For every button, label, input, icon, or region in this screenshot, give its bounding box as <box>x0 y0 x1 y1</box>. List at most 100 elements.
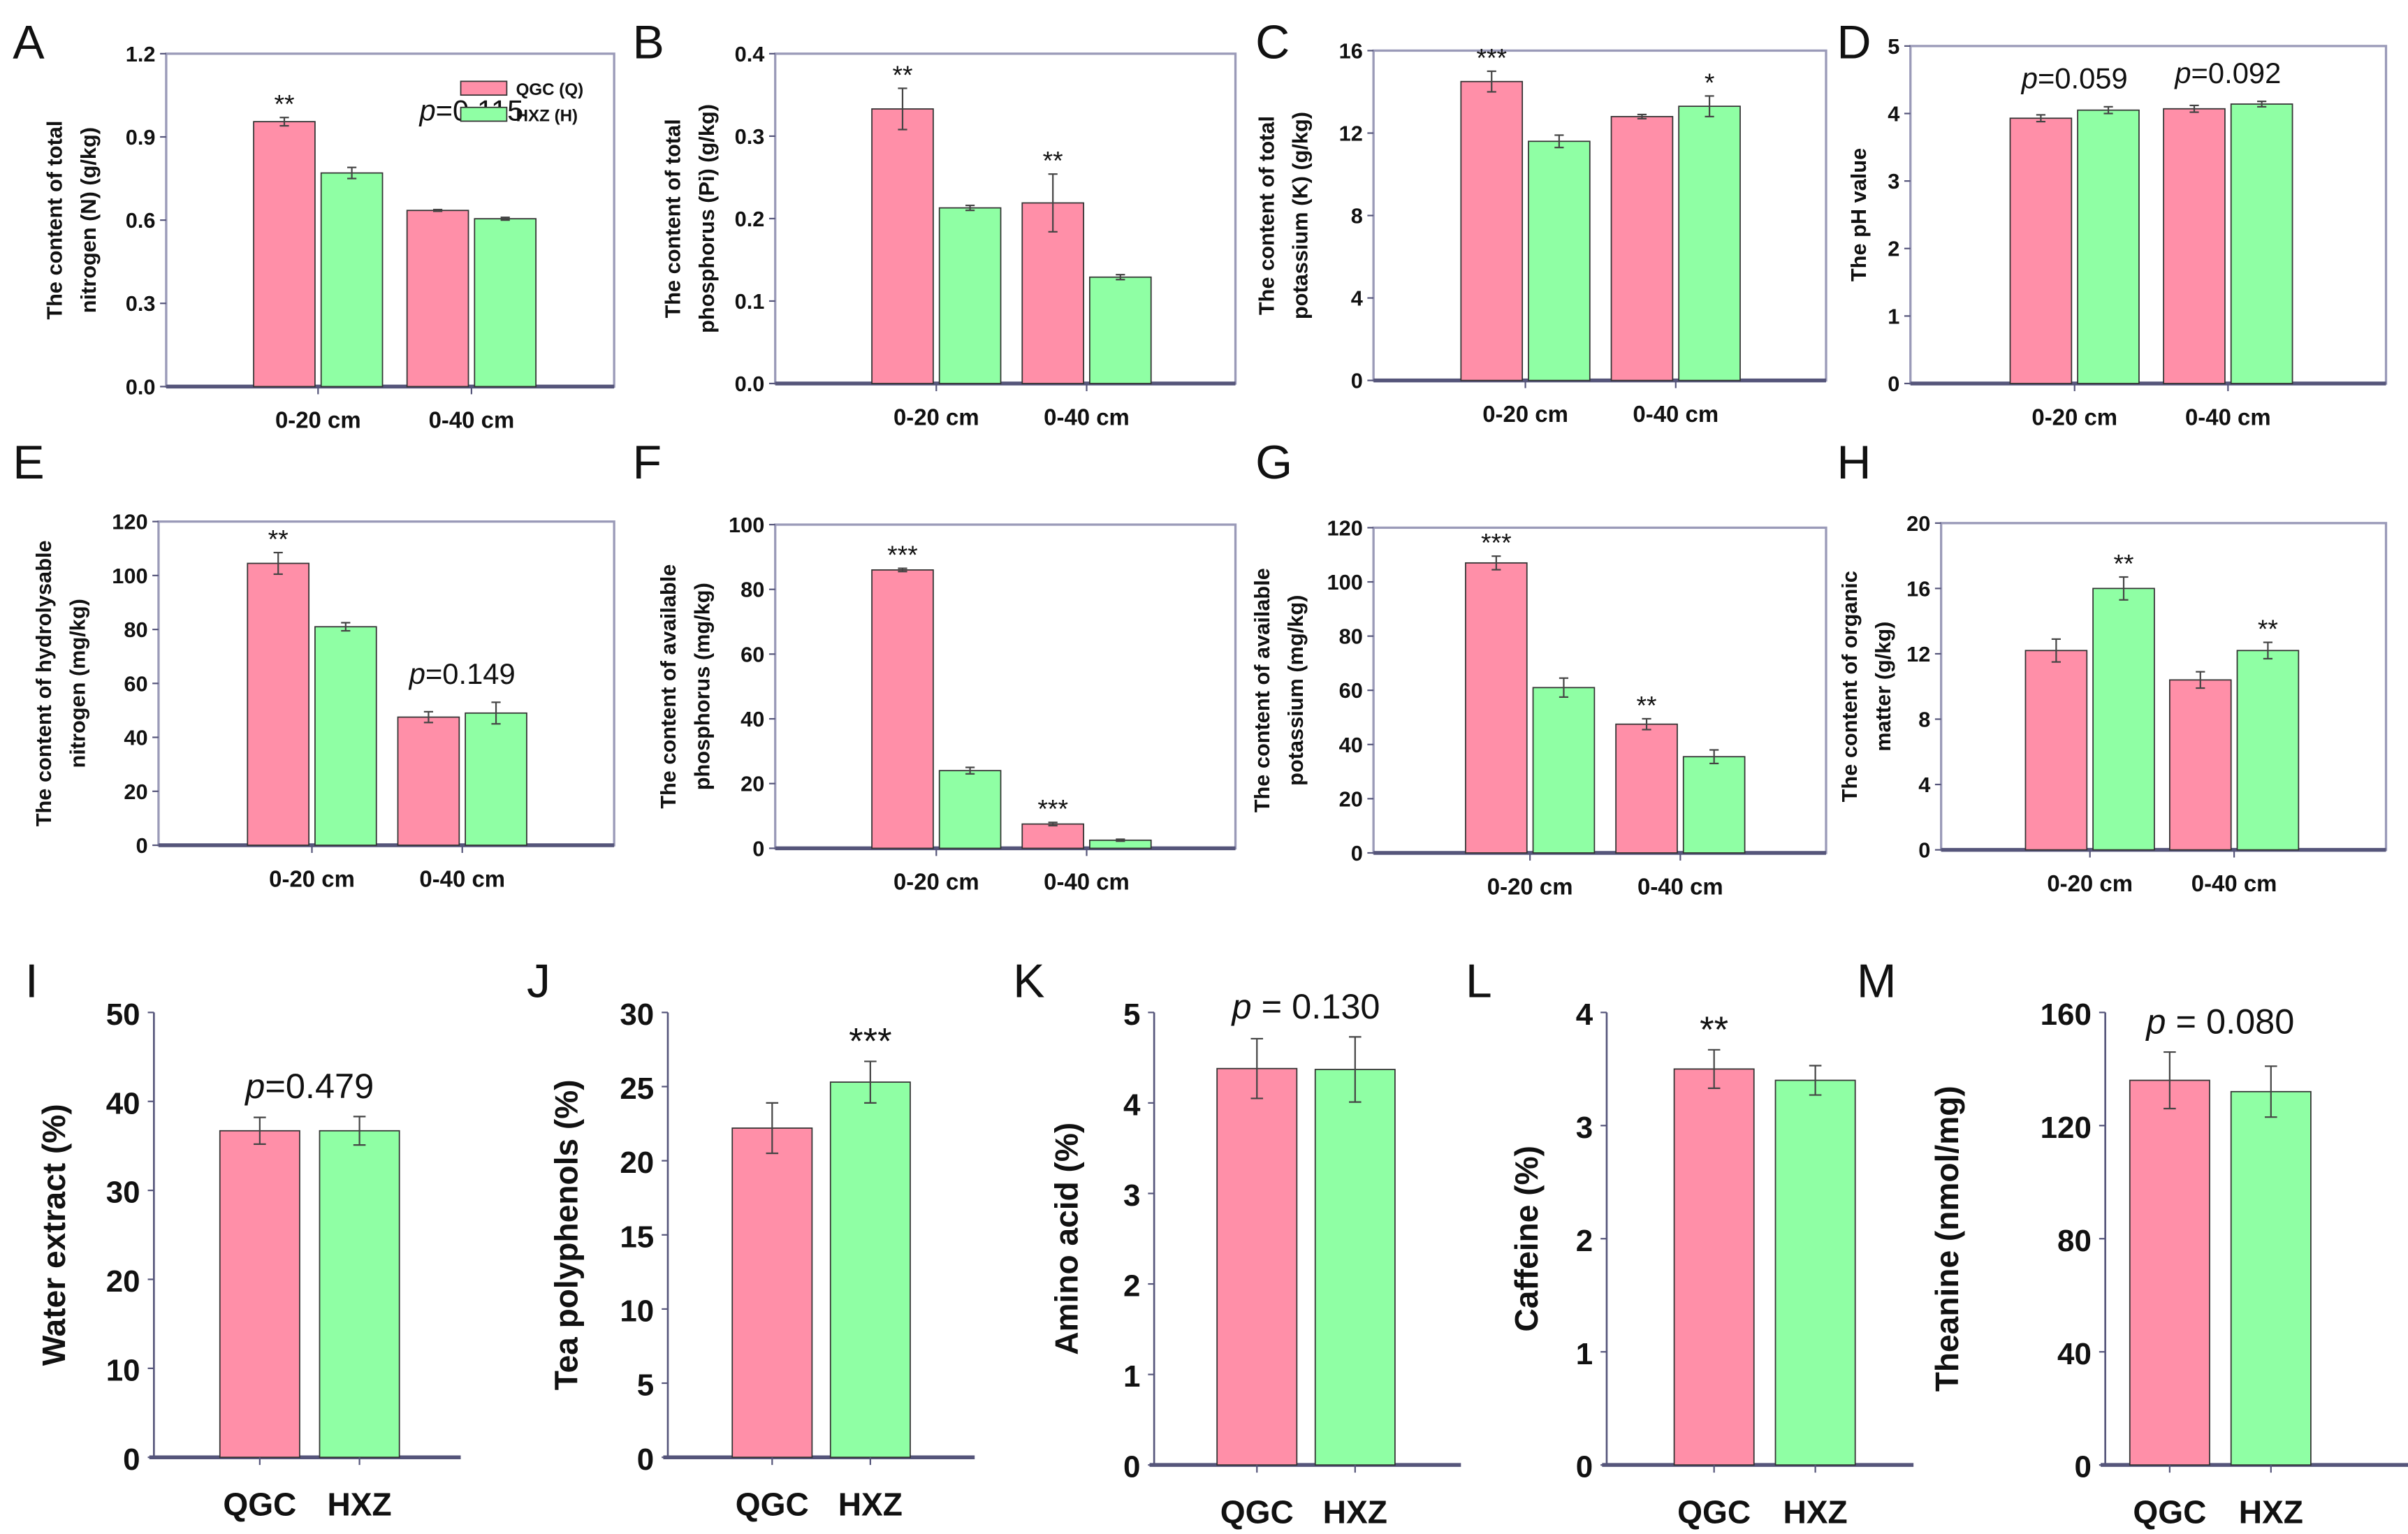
y-axis-label: Amino acid (%) <box>1048 1123 1084 1355</box>
y-tick-label: 0 <box>637 1442 654 1477</box>
y-axis-label: The content of available <box>656 564 680 809</box>
y-tick-label: 30 <box>106 1176 140 1210</box>
panel-k: K 0 1 2 3 4 5 Amino acid (%) QGC HXZ p = 0.130 <box>1013 954 1461 1531</box>
y-tick-label: 1 <box>1576 1337 1593 1371</box>
bar-hxz <box>319 1130 400 1459</box>
panel-i: I 0 10 20 30 40 50 Water extract (%) QGC HXZ p=0.4… <box>25 954 461 1523</box>
y-axis-label: The pH value <box>1846 148 1871 282</box>
y-tick-label: 60 <box>1339 678 1363 703</box>
bar-hxz <box>474 218 537 388</box>
y-tick-label: 0.9 <box>126 125 156 149</box>
panel-e: E 0 20 40 60 80 100 120 The content of hydrolysa… <box>13 436 615 891</box>
panel-l: L 0 1 2 3 4 Caffeine (%) QGC HXZ ** <box>1466 954 1914 1531</box>
panel-c: C 0 4 8 12 16 The content of total potassium (K… <box>1254 15 1827 427</box>
y-tick-label: 4 <box>1918 773 1930 797</box>
y-tick-label: 10 <box>620 1294 654 1328</box>
p-value: p=0.092 <box>2173 57 2281 89</box>
y-tick-label: 1.2 <box>126 42 156 66</box>
p-value: p = 0.080 <box>2145 1002 2294 1042</box>
x-tick-label: 0-40 cm <box>2191 870 2277 896</box>
y-tick-label: 100 <box>729 513 764 537</box>
y-axis-label: The content of available <box>1250 568 1274 812</box>
x-tick-label: 0-20 cm <box>893 404 979 430</box>
bar-qgc <box>1021 202 1084 384</box>
bar-qgc <box>247 562 310 846</box>
y-tick-label: 16 <box>1339 38 1363 63</box>
bar-hxz <box>1314 1069 1396 1466</box>
y-tick-label: 0.6 <box>126 208 156 233</box>
y-tick-label: 80 <box>124 618 147 642</box>
significance-marker: ** <box>2258 614 2278 643</box>
x-tick-label: HXZ <box>1323 1494 1387 1531</box>
y-tick-label: 40 <box>740 707 764 731</box>
bar-hxz <box>1528 140 1591 381</box>
panel-label: B <box>632 15 664 68</box>
y-tick-label: 2 <box>1888 237 1899 261</box>
x-tick-label: 0-20 cm <box>2047 870 2133 896</box>
bar-qgc <box>1615 723 1678 854</box>
p-symbol: p <box>244 1066 265 1106</box>
x-tick-label: 0-20 cm <box>893 869 979 895</box>
x-tick-label: 0-20 cm <box>1482 401 1568 427</box>
y-tick-label: 20 <box>124 780 147 804</box>
y-tick-label: 100 <box>1327 570 1363 594</box>
x-tick-label: 0-20 cm <box>2031 404 2117 430</box>
panel-m: M 0 40 80 120 160 Theanine (nmol/mg) QGC HXZ p = … <box>1857 954 2408 1531</box>
panel-b: B 0.0 0.1 0.2 0.3 0.4 The content of total phos… <box>632 15 1237 430</box>
panel-label: D <box>1837 15 1871 68</box>
bar-hxz <box>1089 276 1152 384</box>
y-axis-label: The content of total <box>1254 116 1278 315</box>
significance-marker: ** <box>1637 690 1657 719</box>
y-tick-label: 20 <box>1339 787 1363 811</box>
p-value: p = 0.130 <box>1231 986 1380 1026</box>
y-tick-label: 40 <box>124 726 147 750</box>
y-tick-label: 0.3 <box>126 291 156 316</box>
y-tick-label: 12 <box>1339 121 1363 145</box>
bar-qgc <box>871 108 934 384</box>
y-axis-label: potassium (mg/kg) <box>1283 595 1308 786</box>
panel-label: K <box>1013 954 1044 1007</box>
significance-marker: ** <box>268 524 289 553</box>
y-tick-label: 2 <box>1576 1224 1593 1258</box>
bar-qgc <box>871 569 934 849</box>
p-number: = 0.130 <box>1252 986 1380 1026</box>
significance-marker: *** <box>849 1021 892 1062</box>
bar-hxz <box>938 770 1002 849</box>
y-axis-label: nitrogen (N) (g/kg) <box>76 127 101 313</box>
y-tick-label: 8 <box>1351 204 1363 228</box>
significance-marker: *** <box>1481 528 1512 557</box>
y-tick-label: 60 <box>124 671 147 696</box>
plot-frame <box>774 523 1237 850</box>
y-tick-label: 0.3 <box>735 124 765 149</box>
x-tick-label: 0-20 cm <box>275 407 361 433</box>
y-tick-label: 0 <box>1351 841 1363 865</box>
y-tick-label: 25 <box>620 1072 654 1106</box>
legend-label: HXZ (H) <box>516 106 578 125</box>
y-tick-label: 3 <box>1576 1111 1593 1145</box>
bar-hxz <box>1532 687 1596 854</box>
y-tick-label: 20 <box>106 1264 140 1299</box>
panel-f: F 0 20 40 60 80 100 The content of available pho… <box>632 436 1237 895</box>
x-tick-label: HXZ <box>327 1486 391 1523</box>
y-tick-label: 12 <box>1906 642 1930 666</box>
y-axis-label: The content of total <box>661 119 685 318</box>
x-tick-label: 0-40 cm <box>429 407 515 433</box>
y-tick-label: 100 <box>112 564 147 588</box>
y-tick-label: 0 <box>123 1442 140 1477</box>
p-number: =0.479 <box>265 1066 374 1106</box>
bar-hxz <box>1682 756 1746 854</box>
y-tick-label: 10 <box>106 1353 140 1387</box>
y-tick-label: 0 <box>752 836 764 861</box>
y-axis-label: potassium (K) (g/kg) <box>1288 112 1313 319</box>
plot-frame <box>165 52 615 388</box>
panel-label: F <box>632 436 662 489</box>
x-tick-label: 0-20 cm <box>1487 873 1573 899</box>
y-tick-label: 5 <box>1123 998 1140 1032</box>
y-tick-label: 0 <box>1918 838 1930 863</box>
bar-hxz <box>2077 109 2140 384</box>
p-number: =0.059 <box>2038 61 2128 94</box>
bar-qgc <box>397 716 460 846</box>
significance-marker: ** <box>2113 548 2133 578</box>
significance-marker: ** <box>1043 146 1063 175</box>
p-symbol: p <box>2020 61 2038 94</box>
